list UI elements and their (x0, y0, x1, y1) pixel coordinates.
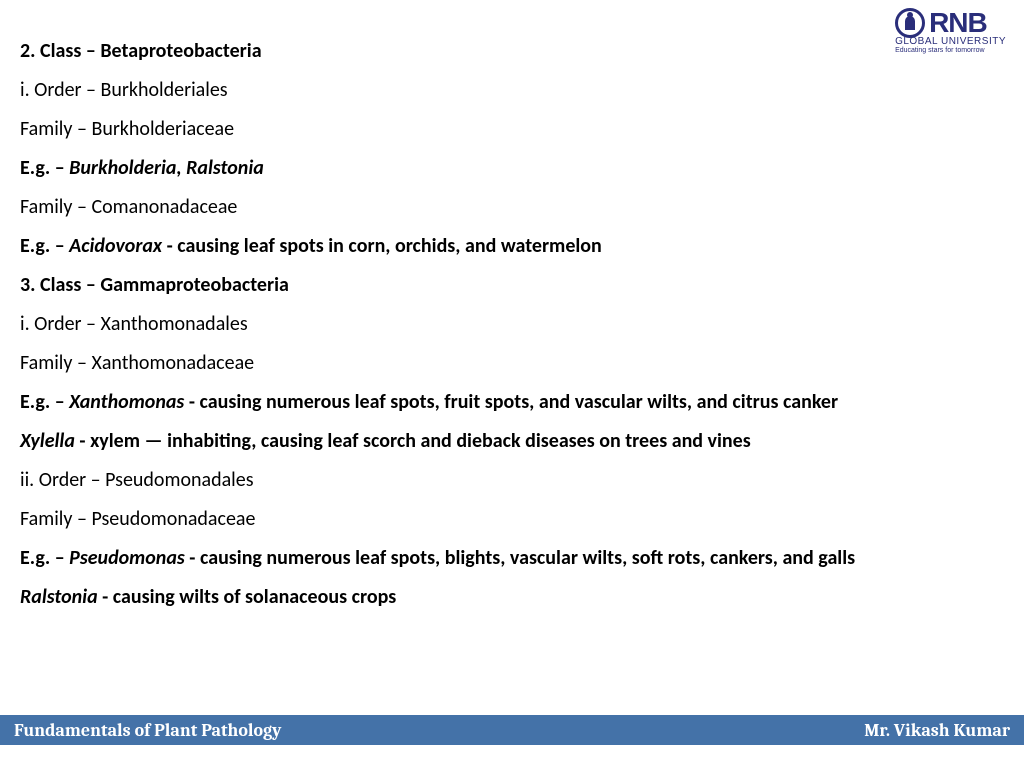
text-run: Family – Xanthomonadaceae (20, 351, 254, 375)
content-line: Family – Burkholderiaceae (20, 110, 1004, 149)
content-line: Xylella - xylem — inhabiting, causing le… (20, 422, 1004, 461)
text-run: E.g. – (20, 156, 69, 180)
text-run: - xylem — inhabiting, causing leaf scorc… (75, 429, 751, 453)
content-line: E.g. – Pseudomonas - causing numerous le… (20, 539, 1004, 578)
content-line: ii. Order – Pseudomonadales (20, 461, 1004, 500)
content-line: i. Order – Xanthomonadales (20, 305, 1004, 344)
content-line: E.g. – Xanthomonas - causing numerous le… (20, 383, 1004, 422)
text-run: Burkholderia, Ralstonia (69, 156, 264, 180)
content-line: i. Order – Burkholderiales (20, 71, 1004, 110)
text-run: i. Order – Burkholderiales (20, 78, 228, 102)
text-run: - causing numerous leaf spots, fruit spo… (184, 390, 838, 414)
text-run: - causing numerous leaf spots, blights, … (185, 546, 855, 570)
text-run: Ralstonia (20, 585, 98, 609)
text-run: Pseudomonas (69, 546, 185, 570)
text-run: Acidovorax (69, 234, 162, 258)
text-run: i. Order – Xanthomonadales (20, 312, 248, 336)
content-line: 2. Class – Betaproteobacteria (20, 32, 1004, 71)
logo-top-row: RNB (895, 8, 1006, 38)
text-run: ii. Order – Pseudomonadales (20, 468, 254, 492)
text-run: Xanthomonas (69, 390, 184, 414)
slide-content: 2. Class – Betaproteobacteria i. Order – … (0, 0, 1024, 617)
content-line: Ralstonia - causing wilts of solanaceous… (20, 578, 1004, 617)
text-run: E.g. – (20, 546, 69, 570)
text-run: 3. Class – Gammaproteobacteria (20, 273, 289, 297)
logo-tagline: Educating stars for tomorrow (895, 47, 1006, 54)
footer-right: Mr. Vikash Kumar (864, 720, 1010, 741)
university-logo: RNB GLOBAL UNIVERSITY Educating stars fo… (895, 8, 1006, 54)
text-run: Family – Burkholderiaceae (20, 117, 234, 141)
content-line: Family – Comanonadaceae (20, 188, 1004, 227)
content-line: 3. Class – Gammaproteobacteria (20, 266, 1004, 305)
text-run: Xylella (20, 429, 75, 453)
content-line: E.g. – Acidovorax - causing leaf spots i… (20, 227, 1004, 266)
text-run: E.g. – (20, 390, 69, 414)
logo-name: RNB (929, 10, 987, 35)
text-run: Family – Pseudomonadaceae (20, 507, 255, 531)
text-run: E.g. – (20, 234, 69, 258)
logo-mark-icon (895, 8, 925, 38)
text-run: Family – Comanonadaceae (20, 195, 237, 219)
footer-left: Fundamentals of Plant Pathology (14, 720, 282, 741)
content-line: E.g. – Burkholderia, Ralstonia (20, 149, 1004, 188)
text-run: - causing leaf spots in corn, orchids, a… (162, 234, 602, 258)
content-line: Family – Xanthomonadaceae (20, 344, 1004, 383)
text-run: - causing wilts of solanaceous crops (98, 585, 397, 609)
content-line: Family – Pseudomonadaceae (20, 500, 1004, 539)
slide-footer: Fundamentals of Plant Pathology Mr. Vika… (0, 715, 1024, 745)
text-run: 2. Class – Betaproteobacteria (20, 39, 262, 63)
